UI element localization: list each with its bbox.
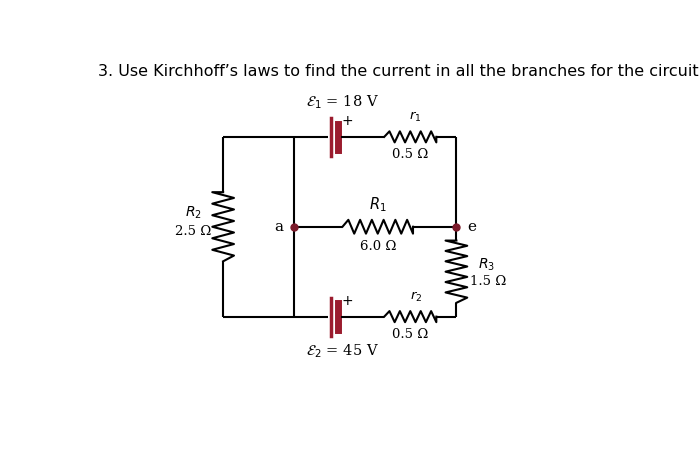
Text: 0.5 Ω: 0.5 Ω (392, 148, 428, 161)
Text: $R_1$: $R_1$ (369, 195, 386, 214)
Text: $r_2$: $r_2$ (410, 290, 422, 304)
Text: $R_3$: $R_3$ (477, 256, 495, 273)
Text: 1.5 Ω: 1.5 Ω (470, 275, 506, 288)
Text: $R_2$: $R_2$ (185, 205, 202, 221)
Text: +: + (342, 114, 354, 128)
Text: 0.5 Ω: 0.5 Ω (392, 328, 428, 341)
Text: $r_1$: $r_1$ (410, 110, 422, 124)
Text: +: + (342, 294, 354, 308)
Text: $\mathcal{E}_1$ = 18 V: $\mathcal{E}_1$ = 18 V (306, 93, 379, 111)
Text: $\mathcal{E}_2$ = 45 V: $\mathcal{E}_2$ = 45 V (306, 342, 379, 360)
Text: e: e (467, 220, 476, 234)
Text: 2.5 Ω: 2.5 Ω (175, 225, 211, 238)
Text: 3. Use Kirchhoff’s laws to find the current in all the branches for the circuit : 3. Use Kirchhoff’s laws to find the curr… (98, 64, 700, 79)
Text: 6.0 Ω: 6.0 Ω (360, 240, 396, 253)
Text: a: a (274, 220, 283, 234)
